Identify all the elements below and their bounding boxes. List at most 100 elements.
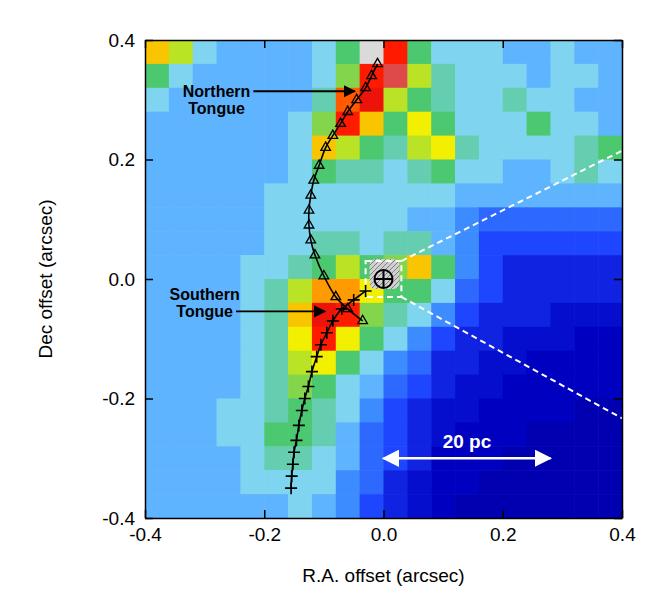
track-marker bbox=[321, 142, 331, 150]
cell bbox=[407, 207, 431, 232]
tick-mark bbox=[614, 398, 622, 400]
track-marker bbox=[348, 294, 360, 306]
cell bbox=[217, 40, 241, 65]
track-marker bbox=[314, 160, 324, 168]
track-marker bbox=[288, 446, 300, 458]
cell bbox=[288, 279, 312, 304]
cell bbox=[240, 422, 264, 447]
cell bbox=[431, 183, 455, 208]
cell bbox=[527, 375, 551, 400]
track-marker bbox=[306, 190, 316, 198]
cell bbox=[503, 351, 527, 376]
cell bbox=[598, 112, 622, 137]
scale-bar-label: 20 pc bbox=[443, 431, 492, 452]
cell bbox=[527, 494, 551, 518]
cell bbox=[384, 494, 408, 518]
tick-label: 0.0 bbox=[371, 524, 397, 545]
track-marker bbox=[361, 82, 371, 90]
cell bbox=[312, 207, 336, 232]
cell bbox=[550, 327, 574, 352]
tick: -0.2 bbox=[248, 510, 281, 545]
cell bbox=[527, 207, 551, 232]
cell bbox=[527, 303, 551, 328]
cell bbox=[503, 470, 527, 495]
cell bbox=[384, 112, 408, 137]
cell bbox=[240, 399, 264, 424]
guide-line bbox=[401, 297, 622, 418]
cell bbox=[288, 255, 312, 280]
cell bbox=[479, 399, 503, 424]
tick-mark bbox=[145, 159, 153, 161]
cell bbox=[455, 494, 479, 518]
track-marker bbox=[319, 270, 329, 278]
cell bbox=[240, 375, 264, 400]
x-axis: -0.4-0.20.00.20.4 bbox=[129, 510, 636, 545]
cell bbox=[455, 40, 479, 65]
track-marker bbox=[293, 419, 305, 431]
cell bbox=[384, 422, 408, 447]
track-marker bbox=[290, 434, 302, 446]
cell bbox=[384, 207, 408, 232]
cell bbox=[574, 279, 598, 304]
cell bbox=[503, 494, 527, 518]
cell bbox=[193, 231, 217, 256]
cell bbox=[574, 160, 598, 185]
tick-mark bbox=[614, 279, 622, 281]
cell bbox=[598, 255, 622, 280]
cell bbox=[217, 422, 241, 447]
track-marker bbox=[336, 118, 346, 126]
cell bbox=[336, 136, 360, 161]
cell bbox=[598, 88, 622, 113]
cell bbox=[598, 40, 622, 65]
chart: 20 pcNorthernTongueSouthernTongueR.A. of… bbox=[0, 0, 653, 600]
cell bbox=[527, 422, 551, 447]
cell bbox=[264, 375, 288, 400]
cell bbox=[145, 112, 169, 137]
x-axis-title: R.A. offset (arcsec) bbox=[302, 565, 464, 586]
cell bbox=[455, 231, 479, 256]
plot-area bbox=[145, 40, 622, 518]
cell bbox=[288, 303, 312, 328]
cell bbox=[336, 160, 360, 185]
x-axis-top bbox=[146, 40, 623, 48]
cell bbox=[479, 494, 503, 518]
annotation-arrow bbox=[253, 90, 355, 92]
cell bbox=[193, 470, 217, 495]
track-marker bbox=[352, 94, 362, 102]
cell bbox=[145, 231, 169, 256]
cell bbox=[407, 327, 431, 352]
cell bbox=[503, 255, 527, 280]
cell bbox=[455, 88, 479, 113]
cell bbox=[527, 470, 551, 495]
track-marker bbox=[328, 130, 338, 138]
cell bbox=[384, 351, 408, 376]
cell bbox=[217, 375, 241, 400]
tick-label: -0.2 bbox=[102, 388, 135, 409]
cell bbox=[407, 470, 431, 495]
track-marker bbox=[299, 393, 311, 405]
tick-label: -0.2 bbox=[248, 524, 281, 545]
track-marker bbox=[336, 303, 348, 315]
cell bbox=[145, 64, 169, 89]
cell bbox=[193, 40, 217, 65]
cell bbox=[479, 64, 503, 89]
track-marker bbox=[367, 70, 377, 78]
cell bbox=[217, 160, 241, 185]
tick bbox=[264, 40, 265, 48]
cell bbox=[527, 399, 551, 424]
tick-mark bbox=[145, 279, 153, 281]
cell bbox=[169, 327, 193, 352]
cell bbox=[431, 399, 455, 424]
track-marker bbox=[343, 106, 353, 114]
cell bbox=[264, 64, 288, 89]
cell bbox=[264, 231, 288, 256]
track-marker bbox=[296, 404, 308, 416]
cell bbox=[360, 327, 384, 352]
cell bbox=[145, 160, 169, 185]
cell bbox=[550, 351, 574, 376]
cell bbox=[360, 183, 384, 208]
guide-line bbox=[401, 151, 622, 261]
cell bbox=[550, 255, 574, 280]
tick-mark bbox=[145, 40, 153, 42]
scale-bar bbox=[384, 457, 551, 460]
